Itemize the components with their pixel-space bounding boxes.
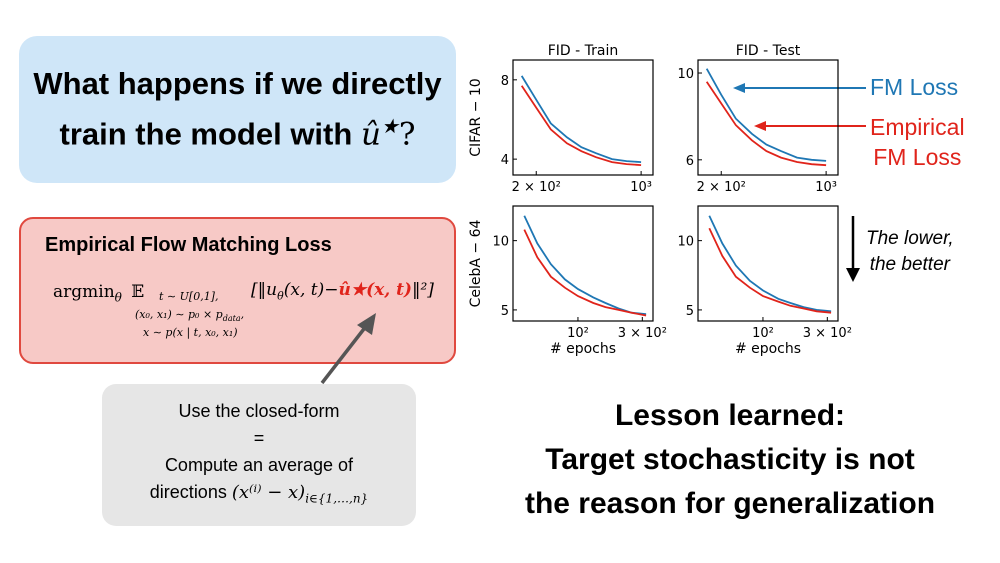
question-mark: ? <box>398 116 416 153</box>
chart-1-ytick-label-0: 6 <box>686 154 694 169</box>
chart-0-frame <box>512 59 654 176</box>
question-line2-text: train the model with <box>59 116 353 152</box>
note-line4: directions (x⁽ⁱ⁾ − x)i∈{1,…,n} <box>102 479 416 513</box>
chart-2-ylabel: CelebA − 64 <box>468 220 484 308</box>
loss-expression: [‖uθ(x, t)−û★(x, t)‖²] <box>251 280 434 302</box>
expectation-symbol: 𝔼 <box>131 282 145 302</box>
star-symbol: ★ <box>380 114 399 139</box>
chart-2-xtick-label-1: 3 × 10² <box>618 326 667 341</box>
note-arrow-head <box>357 313 376 335</box>
note-line4-text: directions <box>149 482 227 502</box>
chart-3-xlabel: # epochs <box>735 341 801 357</box>
chart-0-title: FID - Train <box>548 43 619 59</box>
lower-arrow-head <box>846 268 860 282</box>
lower-is-better-note: The lower, the better <box>866 226 954 278</box>
chart-0-ytick-label-1: 8 <box>501 74 509 89</box>
loss-lhs2: (x, t)− <box>283 280 339 300</box>
fm-legend-arrow-head <box>733 83 745 93</box>
chart-0-ytick-label-0: 4 <box>501 153 509 168</box>
note-line2: = <box>253 428 265 448</box>
chart-3-xtick-label-0: 10² <box>752 326 774 341</box>
legend-fm-loss: FM Loss <box>870 74 959 100</box>
question-line2: train the model with û★? <box>60 105 416 156</box>
expectation-sub-2-data: data <box>222 314 241 324</box>
legend-empirical-line2: FM Loss <box>873 144 962 170</box>
empirical-loss-box <box>19 217 456 364</box>
empirical-loss-title: Empirical Flow Matching Loss <box>45 234 332 256</box>
argmin-operator: argminθ 𝔼 <box>53 282 144 304</box>
question-box <box>19 36 456 183</box>
lesson-line2: Target stochasticity is not <box>545 443 915 476</box>
question-line1: What happens if we directly <box>33 66 442 102</box>
chart-0-series-1-line <box>520 85 642 166</box>
chart-3-xtick-label-1: 3 × 10² <box>803 326 852 341</box>
chart-1-ytick-label-1: 10 <box>677 67 694 82</box>
expectation-sub-2-main: (x₀, x₁) ∼ p₀ × p <box>135 308 223 321</box>
chart-2-ytick-label-0: 5 <box>501 304 509 319</box>
note-line3: Compute an average of <box>164 455 354 475</box>
lower-note-line2: the better <box>869 254 950 275</box>
chart-3-series-1-line <box>708 227 832 314</box>
lesson-learned: Lesson learned: Target stochasticity is … <box>470 394 990 526</box>
chart-3-ytick-label-1: 10 <box>677 235 694 250</box>
chart-1-title: FID - Test <box>736 43 801 59</box>
note-line4-math: (x⁽ⁱ⁾ − x) <box>231 482 306 503</box>
expectation-sub-2: (x₀, x₁) ∼ p₀ × pdata, <box>135 308 244 323</box>
closed-form-note-box <box>102 384 416 526</box>
chart-1-series-1-line <box>705 81 827 167</box>
target-u-star: û★(x, t) <box>338 280 412 300</box>
legend-empirical-line1: Empirical <box>870 114 965 140</box>
argmin-theta: θ <box>114 290 122 305</box>
chart-1-xtick-label-0: 2 × 10² <box>697 180 746 195</box>
u-hat-symbol: û <box>360 116 381 153</box>
loss-rhs: ‖²] <box>411 280 434 300</box>
chart-2-xtick-label-0: 10² <box>567 326 589 341</box>
legend-empirical-fm-loss: Empirical FM Loss <box>870 112 965 172</box>
closed-form-note: Use the closed-form = Compute an average… <box>102 398 416 513</box>
chart-0-xtick-label-1: 10³ <box>630 180 652 195</box>
chart-3-frame <box>697 205 839 322</box>
loss-lhs-theta: θ <box>277 289 284 303</box>
lesson-line3: the reason for generalization <box>524 487 936 520</box>
expectation-sub-2-comma: , <box>240 308 245 321</box>
note-arrow-line <box>320 323 369 385</box>
chart-2-ytick-label-1: 10 <box>492 235 509 250</box>
chart-1-frame <box>697 59 839 176</box>
expectation-sub-3: x ∼ p(x | t, x₀, x₁) <box>143 326 238 339</box>
chart-0-ylabel: CIFAR − 10 <box>468 78 484 156</box>
chart-1-xtick-label-1: 10³ <box>815 180 837 195</box>
chart-3-series-0-line <box>708 215 832 313</box>
lesson-line1: Lesson learned: <box>614 399 846 432</box>
chart-0-xtick-label-0: 2 × 10² <box>512 180 561 195</box>
chart-2-xlabel: # epochs <box>550 341 616 357</box>
chart-2-frame <box>512 205 654 322</box>
chart-3-ytick-label-0: 5 <box>686 304 694 319</box>
note-line4-sub: i∈{1,…,n} <box>305 491 369 506</box>
chart-0-series-0-line <box>520 75 642 163</box>
expectation-sub-1: t ∼ U[0,1], <box>159 290 219 303</box>
chart-2-series-1-line <box>523 229 647 317</box>
question-text: What happens if we directly train the mo… <box>19 36 456 183</box>
chart-1-series-0-line <box>705 68 827 162</box>
lower-note-line1: The lower, <box>866 228 954 249</box>
note-line1: Use the closed-form <box>178 401 340 421</box>
emp-legend-arrow-head <box>754 121 766 131</box>
argmin-text: argmin <box>53 282 115 302</box>
loss-lhs: [‖u <box>251 280 278 300</box>
